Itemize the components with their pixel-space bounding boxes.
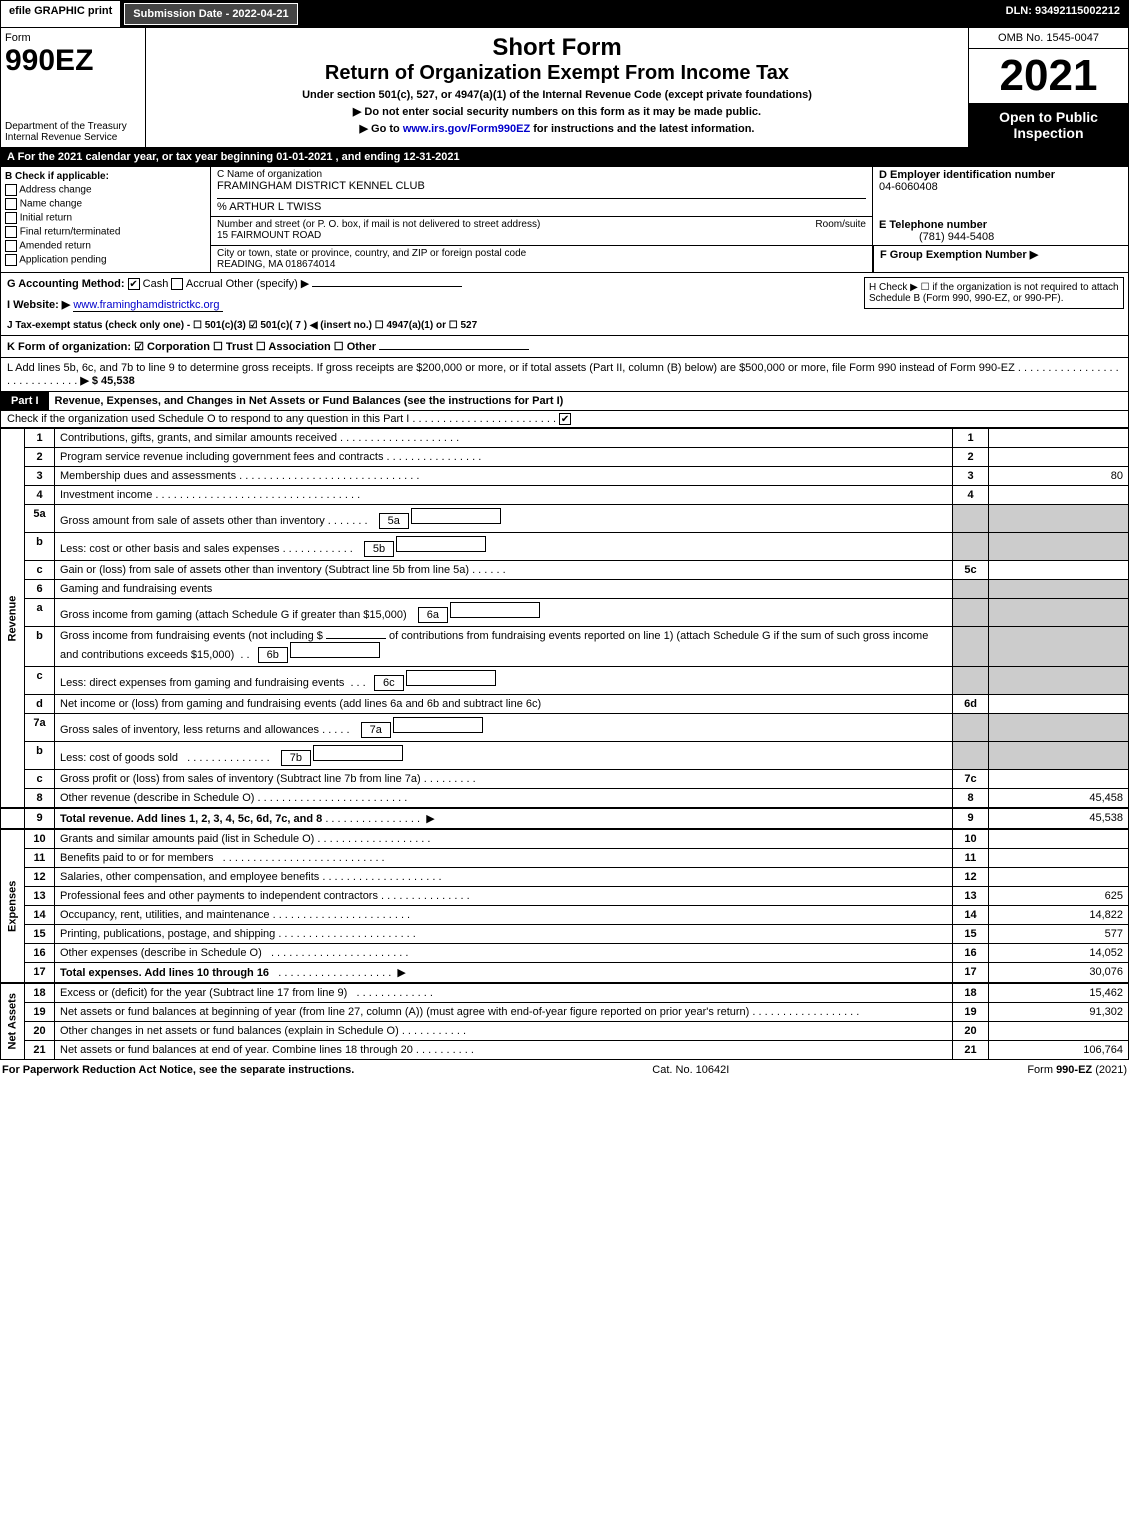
checkbox-schedule-o[interactable]: ✔ (559, 413, 571, 425)
omb-number: OMB No. 1545-0047 (969, 28, 1128, 49)
checkbox-initial[interactable] (5, 212, 17, 224)
line-15-amount: 577 (989, 925, 1129, 944)
line-g-h: H Check ▶ ☐ if the organization is not r… (0, 273, 1129, 336)
tax-year: 2021 (969, 49, 1128, 103)
catalog-number: Cat. No. 10642I (652, 1064, 729, 1076)
net-assets-label: Net Assets (1, 983, 25, 1060)
part-i-check: Check if the organization used Schedule … (0, 411, 1129, 428)
telephone: (781) 944-5408 (879, 231, 994, 243)
paperwork-notice: For Paperwork Reduction Act Notice, see … (2, 1064, 354, 1076)
website-link[interactable]: www.framinghamdistrictkc.org (73, 299, 223, 312)
f-label: F Group Exemption Number ▶ (880, 249, 1038, 261)
section-bc: B Check if applicable: Address change Na… (0, 167, 1129, 273)
e-label: E Telephone number (879, 219, 987, 231)
revenue-label: Revenue (1, 429, 25, 809)
open-to-public: Open to Public Inspection (969, 103, 1128, 147)
department: Department of the Treasury Internal Reve… (5, 121, 141, 143)
form-number: 990EZ (5, 44, 93, 77)
checkbox-name[interactable] (5, 198, 17, 210)
form-version: Form 990-EZ (2021) (1027, 1064, 1127, 1076)
i-label: I Website: ▶ (7, 299, 70, 311)
checkbox-final[interactable] (5, 226, 17, 238)
line-8-amount: 45,458 (989, 789, 1129, 809)
part-i-tab: Part I (1, 392, 49, 410)
short-form-title: Short Form (152, 34, 962, 62)
irs-link[interactable]: www.irs.gov/Form990EZ (403, 123, 530, 135)
checkbox-amended[interactable] (5, 240, 17, 252)
ein: 04-6060408 (879, 181, 1122, 193)
part-i-table: Revenue 1Contributions, gifts, grants, a… (0, 428, 1129, 1060)
city-label: City or town, state or province, country… (217, 248, 526, 259)
part-i-header: Part I Revenue, Expenses, and Changes in… (0, 392, 1129, 411)
org-name: FRAMINGHAM DISTRICT KENNEL CLUB (217, 180, 866, 192)
d-label: D Employer identification number (879, 169, 1122, 181)
room-label: Room/suite (815, 219, 866, 230)
dln: DLN: 93492115002212 (998, 1, 1128, 27)
street-address: 15 FAIRMOUNT ROAD (217, 230, 321, 241)
line-16-amount: 14,052 (989, 944, 1129, 963)
expenses-label: Expenses (1, 829, 25, 983)
checkbox-accrual[interactable] (171, 278, 183, 290)
line-17-amount: 30,076 (989, 963, 1129, 984)
addr-label: Number and street (or P. O. box, if mail… (217, 219, 540, 230)
submission-date: Submission Date - 2022-04-21 (124, 3, 297, 25)
col-b: B Check if applicable: Address change Na… (1, 167, 211, 272)
j-label: J Tax-exempt status (check only one) - ☐… (7, 320, 477, 331)
warn-goto: ▶ Go to www.irs.gov/Form990EZ for instru… (152, 122, 962, 135)
checkbox-pending[interactable] (5, 254, 17, 266)
care-of: % ARTHUR L TWISS (217, 198, 866, 213)
line-9-amount: 45,538 (989, 808, 1129, 829)
return-title: Return of Organization Exempt From Incom… (152, 62, 962, 85)
line-k: K Form of organization: ☑ Corporation ☐ … (0, 336, 1129, 358)
line-13-amount: 625 (989, 887, 1129, 906)
top-bar: efile GRAPHIC print Submission Date - 20… (0, 0, 1129, 28)
c-label: C Name of organization (217, 169, 866, 180)
h-box: H Check ▶ ☐ if the organization is not r… (864, 277, 1124, 309)
line-3-amount: 80 (989, 467, 1129, 486)
l-amount: ▶ $ 45,538 (80, 375, 134, 387)
line-a: A For the 2021 calendar year, or tax yea… (0, 148, 1129, 167)
b-title: B Check if applicable: (5, 171, 206, 182)
form-label: Form (5, 32, 31, 44)
part-i-title: Revenue, Expenses, and Changes in Net As… (49, 392, 1128, 410)
warn-ssn: ▶ Do not enter social security numbers o… (152, 105, 962, 118)
form-header: Form 990EZ Department of the Treasury In… (0, 28, 1129, 148)
under-section: Under section 501(c), 527, or 4947(a)(1)… (152, 89, 962, 101)
line-21-amount: 106,764 (989, 1041, 1129, 1060)
g-label: G Accounting Method: (7, 278, 125, 290)
checkbox-cash[interactable]: ✔ (128, 278, 140, 290)
page-footer: For Paperwork Reduction Act Notice, see … (0, 1060, 1129, 1080)
line-19-amount: 91,302 (989, 1003, 1129, 1022)
line-l: L Add lines 5b, 6c, and 7b to line 9 to … (0, 358, 1129, 392)
city-state-zip: READING, MA 018674014 (217, 259, 335, 270)
checkbox-addr[interactable] (5, 184, 17, 196)
efile-print[interactable]: efile GRAPHIC print (1, 1, 122, 27)
line-18-amount: 15,462 (989, 983, 1129, 1003)
line-14-amount: 14,822 (989, 906, 1129, 925)
